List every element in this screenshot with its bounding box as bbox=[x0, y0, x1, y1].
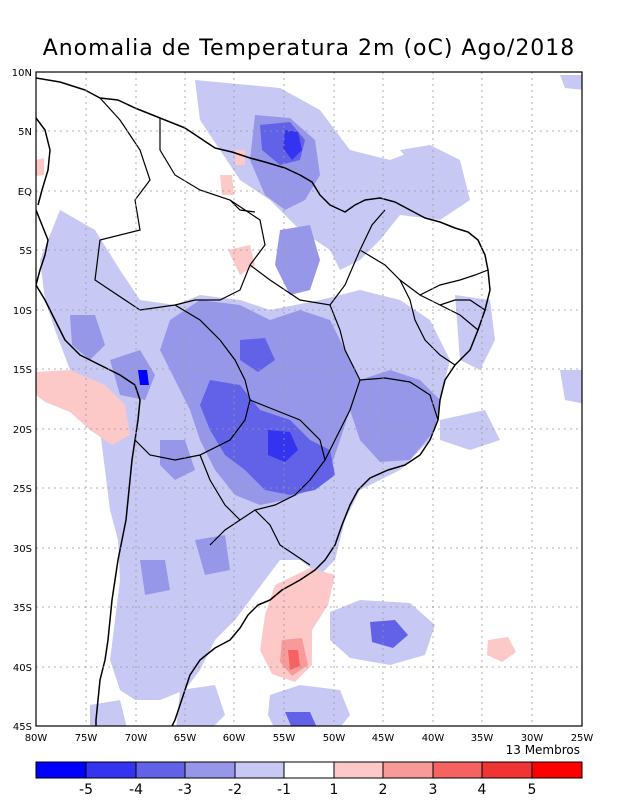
legend-swatch bbox=[432, 761, 483, 779]
legend-label: -5 bbox=[79, 782, 93, 798]
lon-label: 55W bbox=[273, 733, 296, 744]
legend-label: -3 bbox=[178, 782, 192, 798]
lon-label: 75W bbox=[75, 733, 98, 744]
members-label: 13 Membros bbox=[505, 743, 580, 757]
coastline bbox=[36, 77, 491, 726]
lon-label: 30W bbox=[521, 733, 544, 744]
legend-swatch bbox=[333, 761, 384, 779]
grid-lines bbox=[36, 72, 582, 726]
lat-label: 10N bbox=[12, 68, 32, 79]
color-legend: -5 -4 -3 -2 -1 1 2 3 4 5 bbox=[35, 761, 583, 798]
lat-label: EQ bbox=[18, 187, 32, 198]
lat-label: 5N bbox=[18, 127, 32, 138]
latitude-labels: 10N 5N EQ 5S 10S 15S 20S 25S 30S 35S 40S… bbox=[12, 68, 32, 733]
longitude-labels: 80W 75W 70W 65W 60W 55W 50W 45W 40W 35W … bbox=[25, 733, 594, 744]
legend-label: -1 bbox=[277, 782, 291, 798]
country-borders bbox=[94, 97, 489, 566]
legend-swatch bbox=[481, 761, 533, 779]
legend-label: 4 bbox=[478, 782, 487, 798]
lon-label: 50W bbox=[323, 733, 346, 744]
lat-label: 35S bbox=[13, 603, 32, 614]
lat-label: 5S bbox=[19, 246, 32, 257]
lat-label: 25S bbox=[13, 484, 32, 495]
legend-swatch bbox=[382, 761, 434, 779]
lat-label: 15S bbox=[13, 365, 32, 376]
legend-swatch bbox=[35, 761, 87, 779]
legend-swatch bbox=[234, 761, 285, 779]
legend-label: -2 bbox=[228, 782, 242, 798]
legend-label: 3 bbox=[429, 782, 438, 798]
lon-label: 70W bbox=[125, 733, 148, 744]
legend-swatch bbox=[283, 761, 335, 779]
lat-label: 45S bbox=[13, 722, 32, 733]
legend-label: 1 bbox=[330, 782, 339, 798]
lon-label: 80W bbox=[25, 733, 48, 744]
lon-label: 45W bbox=[372, 733, 395, 744]
lon-label: 40W bbox=[422, 733, 445, 744]
legend-swatch bbox=[135, 761, 186, 779]
legend-label: 5 bbox=[528, 782, 537, 798]
lon-label: 35W bbox=[471, 733, 494, 744]
lat-label: 10S bbox=[13, 306, 32, 317]
map-title: Anomalia de Temperatura 2m (oC) Ago/2018 bbox=[42, 36, 576, 61]
lat-label: 40S bbox=[13, 663, 32, 674]
lat-label: 30S bbox=[13, 544, 32, 555]
legend-swatch bbox=[531, 761, 583, 779]
lat-label: 20S bbox=[13, 425, 32, 436]
legend-swatch bbox=[184, 761, 236, 779]
legend-label: -4 bbox=[129, 782, 143, 798]
lon-label: 60W bbox=[223, 733, 246, 744]
legend-label: 2 bbox=[379, 782, 388, 798]
legend-swatch bbox=[85, 761, 137, 779]
lon-label: 25W bbox=[571, 733, 594, 744]
map-frame bbox=[35, 71, 583, 727]
lon-label: 65W bbox=[174, 733, 197, 744]
anomaly-shading bbox=[36, 75, 582, 726]
